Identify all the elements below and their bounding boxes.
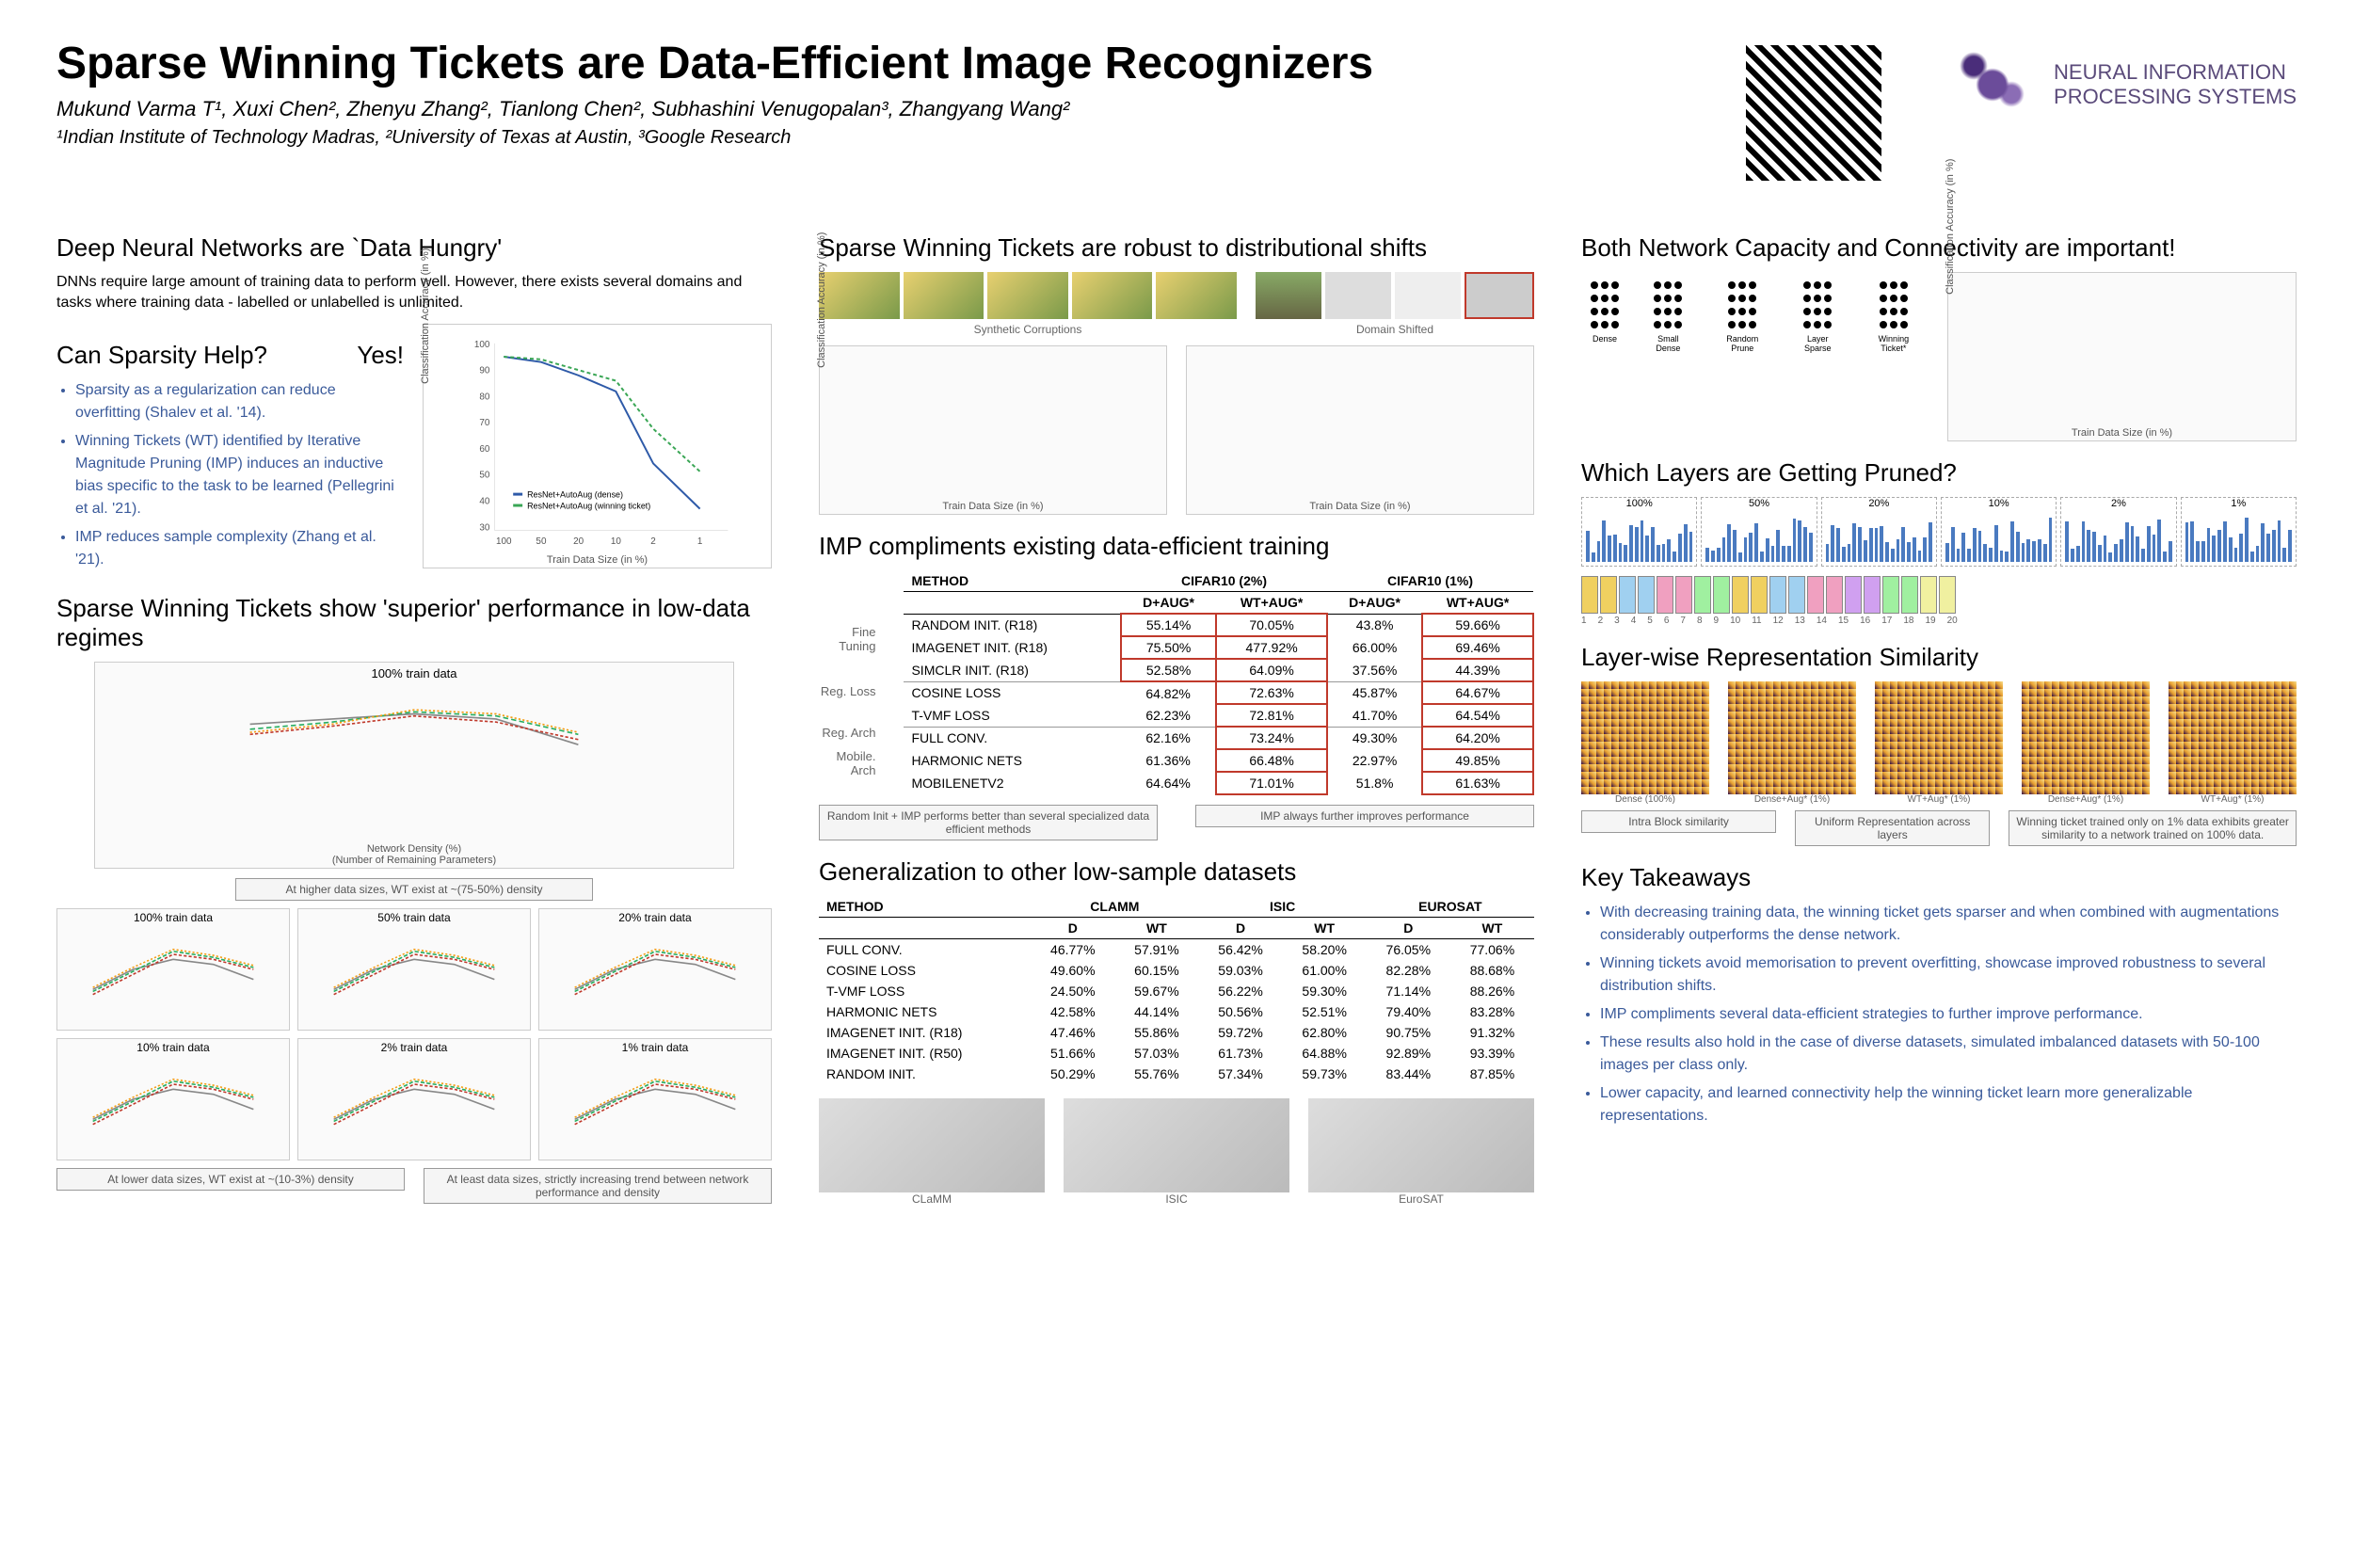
sparsity-grid: 100% train data50% train data20% train d…: [56, 908, 772, 1160]
svg-text:ResNet+AutoAug (winning ticket: ResNet+AutoAug (winning ticket): [527, 501, 650, 510]
sec-robust-shifts: Sparse Winning Tickets are robust to dis…: [819, 233, 1534, 263]
svg-text:60: 60: [479, 444, 490, 455]
header: Sparse Winning Tickets are Data-Efficien…: [56, 38, 2297, 188]
capacity-bar-chart: Classification Accuracy (in %) Train Dat…: [1947, 272, 2297, 441]
heatmap-row: Dense (100%)Dense+Aug* (1%)WT+Aug* (1%)D…: [1581, 681, 2297, 805]
resnet-blocks: [1581, 576, 2297, 614]
density-chart: 1% train data: [538, 1038, 772, 1160]
robust-chart-right: Train Data Size (in %): [1186, 345, 1534, 515]
top-density-chart: 100% train data Network Density (%) (Num…: [94, 662, 734, 869]
sparsity-yes: Yes!: [357, 341, 404, 370]
svg-text:10: 10: [611, 536, 622, 547]
sec-sparsity-help: Can Sparsity Help?: [56, 341, 267, 370]
domain-label: Domain Shifted: [1256, 323, 1534, 336]
svg-text:40: 40: [479, 496, 490, 506]
layer-density-panel: 10%: [1941, 497, 2057, 567]
heatmap: Dense (100%): [1581, 681, 1709, 805]
robust-chart-left: Classification Accuracy (in %) Train Dat…: [819, 345, 1167, 515]
layer-density-panel: 50%: [1701, 497, 1817, 567]
layer-density-grid: 100%50%20%10%2%1%: [1581, 497, 2297, 567]
density-chart: 10% train data: [56, 1038, 290, 1160]
sec-key-takeaways: Key Takeaways: [1581, 863, 2297, 892]
layer-density-panel: 2%: [2060, 497, 2176, 567]
top-chart-title: 100% train data: [371, 666, 456, 680]
density-chart: 2% train data: [297, 1038, 531, 1160]
authors: Mukund Varma T¹, Xuxi Chen², Zhenyu Zhan…: [56, 97, 1682, 121]
takeaways-list: With decreasing training data, the winni…: [1581, 902, 2297, 1128]
heatmap-callout-1: Intra Block similarity: [1581, 810, 1776, 833]
layer-density-panel: 1%: [2181, 497, 2297, 567]
sparsity-bullets: Sparsity as a regularization can reduce …: [56, 379, 404, 571]
layer-density-panel: 20%: [1821, 497, 1937, 567]
density-chart: 20% train data: [538, 908, 772, 1031]
generalization-table: METHODCLAMMISICEUROSATDWTDWTDWTFULL CONV…: [819, 896, 1534, 1084]
cifar-table: METHODCIFAR10 (2%)CIFAR10 (1%)D+AUG*WT+A…: [904, 570, 1534, 795]
title-block: Sparse Winning Tickets are Data-Efficien…: [56, 38, 1682, 149]
dataset-thumb: ISIC: [1064, 1098, 1289, 1206]
density-chart: 50% train data: [297, 908, 531, 1031]
dataset-thumb: CLaMM: [819, 1098, 1045, 1206]
synthetic-corruptions: Synthetic Corruptions: [819, 272, 1237, 336]
domain-shifted: Domain Shifted: [1256, 272, 1534, 336]
sec-data-hungry: Deep Neural Networks are `Data Hungry': [56, 233, 772, 263]
density-chart: 100% train data: [56, 908, 290, 1031]
svg-text:20: 20: [573, 536, 584, 547]
heatmap-callout-3: Winning ticket trained only on 1% data e…: [2009, 810, 2297, 846]
sec-superior-perf: Sparse Winning Tickets show 'superior' p…: [56, 594, 772, 652]
svg-text:90: 90: [479, 365, 490, 376]
column-2: Sparse Winning Tickets are robust to dis…: [819, 216, 1534, 1206]
callout-random-init: Random Init + IMP performs better than s…: [819, 805, 1158, 840]
logo-text: NEURAL INFORMATION PROCESSING SYSTEMS: [2054, 60, 2297, 110]
main-title: Sparse Winning Tickets are Data-Efficien…: [56, 38, 1682, 89]
logo-icon: [1945, 38, 2040, 132]
chart1-ylabel: Classification Accuracy (in %): [420, 248, 431, 383]
dataset-thumb: EuroSAT: [1308, 1098, 1534, 1206]
qr-code: [1738, 38, 1889, 188]
callout-imp-improves: IMP always further improves performance: [1195, 805, 1534, 827]
sec-capacity-connectivity: Both Network Capacity and Connectivity a…: [1581, 233, 2297, 263]
svg-text:2: 2: [650, 536, 656, 547]
affiliations: ¹Indian Institute of Technology Madras, …: [56, 127, 1682, 149]
accuracy-vs-datasize-chart: 100 50 20 10 2 1 30 40 50 60 70 80 90 100 ResNet+Aut…: [423, 324, 772, 568]
neurips-logo: NEURAL INFORMATION PROCESSING SYSTEMS: [1945, 38, 2297, 132]
svg-text:50: 50: [536, 536, 547, 547]
main-columns: Deep Neural Networks are `Data Hungry' D…: [56, 216, 2297, 1206]
svg-text:70: 70: [479, 418, 490, 428]
layer-density-panel: 100%: [1581, 497, 1697, 567]
top-chart-xlabel: Network Density (%) (Number of Remaining…: [332, 843, 496, 866]
sec-which-layers: Which Layers are Getting Pruned?: [1581, 458, 2297, 488]
heatmap: Dense+Aug* (1%): [2022, 681, 2150, 805]
heatmap-callout-2: Uniform Representation across layers: [1795, 810, 1990, 846]
svg-text:ResNet+AutoAug (dense): ResNet+AutoAug (dense): [527, 489, 623, 499]
column-1: Deep Neural Networks are `Data Hungry' D…: [56, 216, 772, 1206]
data-hungry-text: DNNs require large amount of training da…: [56, 272, 772, 314]
heatmap: WT+Aug* (1%): [2169, 681, 2297, 805]
sec-representation-similarity: Layer-wise Representation Similarity: [1581, 643, 2297, 672]
svg-text:30: 30: [479, 522, 490, 533]
svg-text:80: 80: [479, 392, 490, 402]
chart1-xlabel: Train Data Size (in %): [547, 554, 648, 566]
annotation-high-density: At higher data sizes, WT exist at ~(75-5…: [235, 878, 593, 901]
network-diagrams: DenseSmall DenseRandom PruneLayer Sparse…: [1581, 272, 1929, 362]
column-3: Both Network Capacity and Connectivity a…: [1581, 216, 2297, 1206]
sec-imp-compliments: IMP compliments existing data-efficient …: [819, 532, 1534, 561]
svg-text:100: 100: [474, 340, 490, 350]
svg-text:1: 1: [697, 536, 703, 547]
synthetic-label: Synthetic Corruptions: [819, 323, 1237, 336]
sec-generalization: Generalization to other low-sample datas…: [819, 857, 1534, 887]
heatmap: Dense+Aug* (1%): [1728, 681, 1856, 805]
annotation-low-density: At lower data sizes, WT exist at ~(10-3%…: [56, 1168, 405, 1191]
svg-text:50: 50: [479, 471, 490, 481]
svg-text:100: 100: [496, 536, 512, 547]
annotation-trend: At least data sizes, strictly increasing…: [424, 1168, 772, 1204]
heatmap: WT+Aug* (1%): [1875, 681, 2003, 805]
